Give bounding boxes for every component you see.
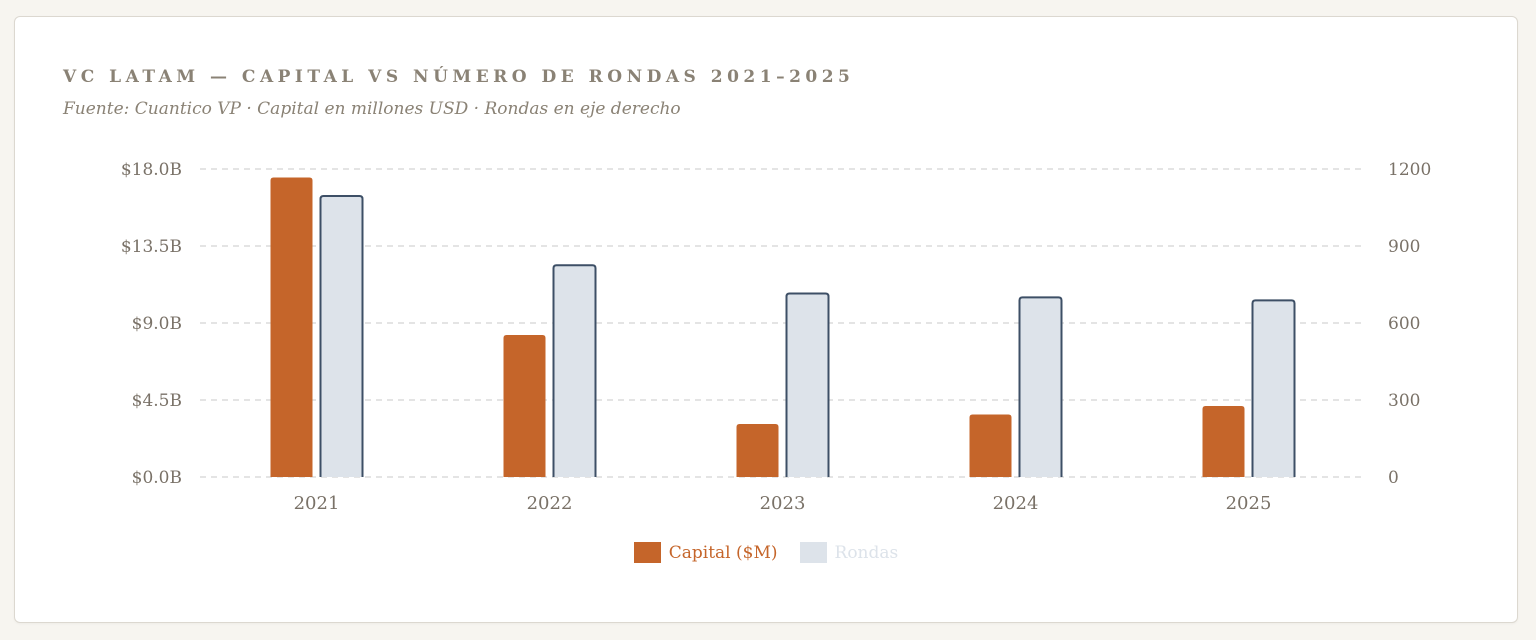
- legend-item-rondas[interactable]: Rondas: [799, 542, 899, 563]
- y-left-tick-label: $9.0B: [132, 314, 182, 334]
- chart-subtitle: Fuente: Cuantico VP · Capital en millone…: [63, 99, 681, 119]
- y-right-tick-label: 600: [1388, 314, 1420, 334]
- x-tick-label: 2021: [294, 493, 340, 514]
- bar-capital: [969, 414, 1012, 477]
- bar-capital: [503, 334, 546, 477]
- y-left-tick-label: $13.5B: [121, 237, 182, 257]
- bar-rondas: [785, 292, 830, 477]
- bar-rondas: [1251, 299, 1296, 477]
- chart-card: VC LATAM — CAPITAL VS NÚMERO DE RONDAS 2…: [14, 16, 1518, 623]
- x-tick-label: 2023: [760, 493, 806, 514]
- y-right-tick-label: 1200: [1388, 160, 1431, 180]
- legend-item-capital[interactable]: Capital ($M): [633, 542, 778, 563]
- bar-capital: [736, 423, 779, 477]
- bar-rondas: [319, 194, 364, 477]
- bar-capital: [270, 177, 313, 478]
- legend-label-capital: Capital ($M): [668, 542, 778, 563]
- bar-rondas: [552, 264, 597, 477]
- y-left-tick-label: $0.0B: [132, 468, 182, 488]
- bar-chart: $0.0B 0 $4.5B 300 $9.0B 600 $13.5B 900 $18.0B 120…: [121, 160, 1431, 514]
- bar-capital: [1202, 405, 1245, 477]
- legend-swatch-rondas: [799, 542, 827, 563]
- x-tick-label: 2024: [993, 493, 1039, 514]
- x-tick-label: 2022: [527, 493, 573, 514]
- y-right-tick-label: 0: [1388, 468, 1399, 488]
- y-left-tick-label: $4.5B: [132, 391, 182, 411]
- y-left-tick-label: $18.0B: [121, 160, 182, 180]
- chart-title: VC LATAM — CAPITAL VS NÚMERO DE RONDAS 2…: [63, 67, 855, 87]
- y-right-tick-label: 300: [1388, 391, 1420, 411]
- bar-rondas: [1018, 296, 1063, 477]
- chart-legend: Capital ($M) Rondas: [15, 542, 1517, 563]
- x-tick-label: 2025: [1226, 493, 1272, 514]
- legend-swatch-capital: [633, 542, 661, 563]
- legend-label-rondas: Rondas: [834, 542, 899, 563]
- y-right-tick-label: 900: [1388, 237, 1420, 257]
